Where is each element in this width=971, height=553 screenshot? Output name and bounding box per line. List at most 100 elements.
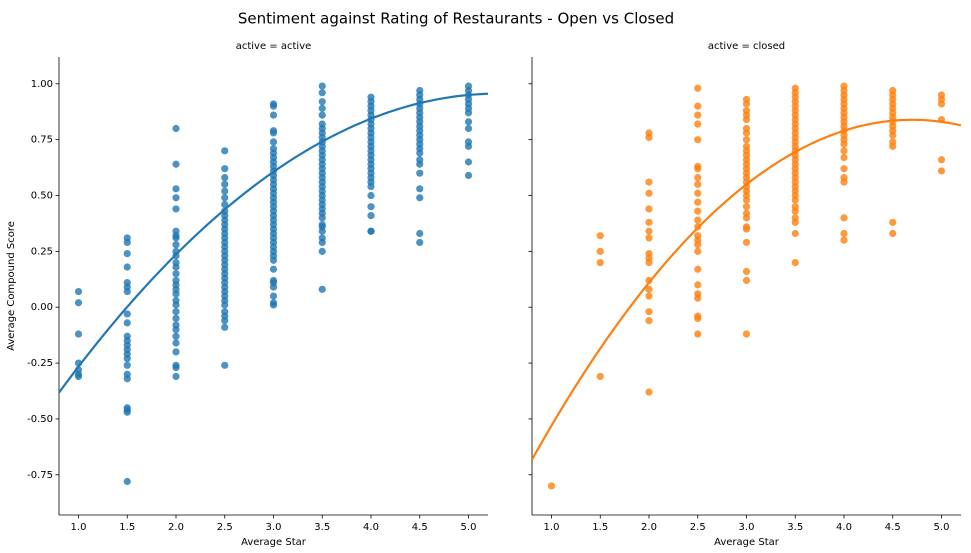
data-point <box>269 138 278 146</box>
data-point <box>464 124 473 133</box>
data-point <box>645 205 653 213</box>
panel-active: active = active -0.75 -0.50 -0.25 0.00 0.25 0.… <box>6 41 488 548</box>
data-point <box>172 372 180 381</box>
data-point <box>172 348 180 356</box>
data-point <box>123 310 131 318</box>
data-point <box>694 120 702 128</box>
data-point <box>269 292 278 300</box>
points-group <box>74 82 473 486</box>
regression-fit-line <box>59 92 488 394</box>
data-point <box>742 115 751 124</box>
x-tick-label: 3.5 <box>314 522 330 533</box>
data-point <box>645 227 653 235</box>
data-point <box>74 287 83 296</box>
panel-title: active = active <box>236 41 312 52</box>
data-point <box>742 225 751 233</box>
data-point <box>172 241 180 249</box>
data-point <box>172 290 180 298</box>
data-point <box>645 308 653 316</box>
data-point <box>269 283 278 291</box>
data-point <box>889 142 897 150</box>
data-point <box>840 153 848 162</box>
data-point <box>123 238 131 247</box>
data-point <box>694 247 702 255</box>
data-point <box>416 160 424 168</box>
data-point <box>172 363 180 372</box>
data-point <box>464 158 473 166</box>
data-point <box>318 89 326 97</box>
data-point <box>269 301 278 309</box>
data-point <box>742 129 751 137</box>
x-tick-label: 5.0 <box>934 522 950 533</box>
data-point <box>694 165 702 173</box>
panel-title: active = closed <box>708 41 785 52</box>
y-axis-label: Average Compound Score <box>6 221 17 351</box>
data-point <box>645 178 653 186</box>
data-point <box>694 207 702 215</box>
data-point <box>742 214 751 222</box>
data-point <box>172 124 180 133</box>
data-point <box>74 372 83 381</box>
data-point <box>547 482 556 490</box>
x-tick-label: 4.0 <box>836 522 852 533</box>
points-group <box>547 82 946 490</box>
y-tick-label: -0.25 <box>27 358 53 369</box>
x-tick-label: 1.5 <box>592 522 608 533</box>
data-point <box>221 317 229 325</box>
data-point <box>464 171 473 180</box>
data-point <box>221 361 229 369</box>
data-point <box>318 285 326 293</box>
data-point <box>742 196 751 204</box>
data-point <box>840 140 848 148</box>
data-point <box>172 234 180 242</box>
data-point <box>840 165 848 173</box>
data-point <box>742 267 751 276</box>
data-point <box>694 294 702 302</box>
data-point <box>645 276 653 285</box>
x-tick-label: 5.0 <box>461 522 477 533</box>
data-point <box>742 100 751 108</box>
x-tick-label: 3.5 <box>787 522 803 533</box>
data-point <box>367 191 375 200</box>
data-point <box>742 238 751 247</box>
data-point <box>123 250 131 258</box>
data-point <box>416 185 424 193</box>
data-point <box>596 232 604 240</box>
data-point <box>694 111 702 119</box>
data-point <box>172 308 180 316</box>
data-point <box>645 234 653 242</box>
data-point <box>172 205 180 213</box>
data-point <box>464 118 473 126</box>
data-point <box>791 258 799 267</box>
x-tick-label: 4.0 <box>363 522 379 533</box>
data-point <box>172 194 180 202</box>
data-point <box>318 214 326 222</box>
data-point <box>367 203 375 211</box>
data-point <box>221 301 229 309</box>
data-point <box>367 212 375 220</box>
data-point <box>123 477 131 486</box>
data-point <box>742 276 751 285</box>
data-point <box>464 109 473 117</box>
data-point <box>416 149 424 157</box>
data-point <box>694 189 702 197</box>
data-point <box>172 339 180 347</box>
data-point <box>937 156 946 164</box>
data-point <box>645 258 653 267</box>
data-point <box>123 408 131 416</box>
x-tick-label: 2.5 <box>690 522 706 533</box>
data-point <box>123 361 131 369</box>
data-point <box>889 229 897 238</box>
data-point <box>645 218 653 226</box>
data-point <box>367 182 375 191</box>
data-point <box>318 247 326 255</box>
data-point <box>742 330 751 338</box>
data-point <box>645 285 653 293</box>
data-point <box>123 375 131 383</box>
data-point <box>221 194 229 202</box>
x-tick-label: 1.0 <box>71 522 87 533</box>
data-point <box>318 104 326 112</box>
data-point <box>694 281 702 289</box>
regression-fit-line <box>532 118 961 461</box>
